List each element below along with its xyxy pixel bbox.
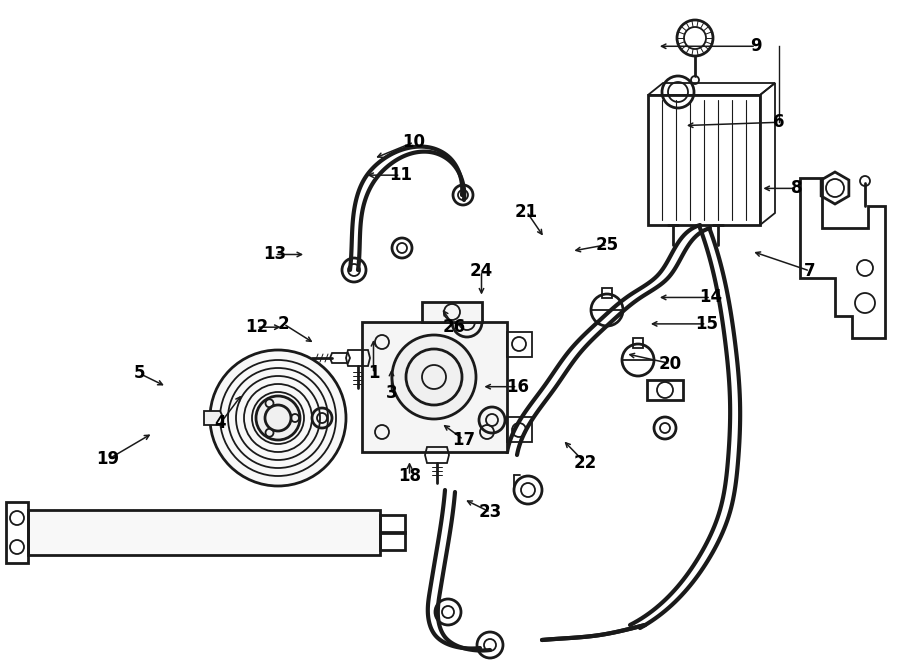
Polygon shape (204, 411, 222, 425)
Text: 4: 4 (215, 414, 226, 432)
Text: 25: 25 (596, 235, 619, 254)
Text: 13: 13 (263, 245, 286, 264)
Text: 12: 12 (245, 318, 268, 336)
Text: 10: 10 (402, 133, 426, 151)
Text: 15: 15 (695, 315, 718, 333)
Circle shape (256, 396, 300, 440)
Bar (602, 288, 612, 298)
Bar (380, 515, 405, 533)
Text: 5: 5 (134, 364, 145, 383)
Text: 16: 16 (506, 377, 529, 396)
Text: 21: 21 (515, 202, 538, 221)
Polygon shape (422, 302, 482, 322)
Text: 17: 17 (452, 430, 475, 449)
Text: 18: 18 (398, 467, 421, 485)
Text: 1: 1 (368, 364, 379, 383)
Polygon shape (28, 510, 380, 555)
Text: 19: 19 (96, 450, 120, 469)
Text: 7: 7 (805, 262, 815, 280)
Bar (633, 338, 643, 348)
Text: 8: 8 (791, 179, 802, 198)
Text: 6: 6 (773, 113, 784, 132)
Text: 24: 24 (470, 262, 493, 280)
Text: 11: 11 (389, 166, 412, 184)
Text: 20: 20 (659, 354, 682, 373)
Polygon shape (362, 322, 507, 452)
Text: 22: 22 (573, 453, 597, 472)
Circle shape (210, 350, 346, 486)
Bar (380, 532, 405, 550)
Text: 23: 23 (479, 503, 502, 522)
Text: 3: 3 (386, 384, 397, 403)
Text: 2: 2 (278, 315, 289, 333)
Circle shape (392, 335, 476, 419)
Text: 14: 14 (699, 288, 723, 307)
Text: 26: 26 (443, 318, 466, 336)
Text: 9: 9 (751, 37, 761, 56)
